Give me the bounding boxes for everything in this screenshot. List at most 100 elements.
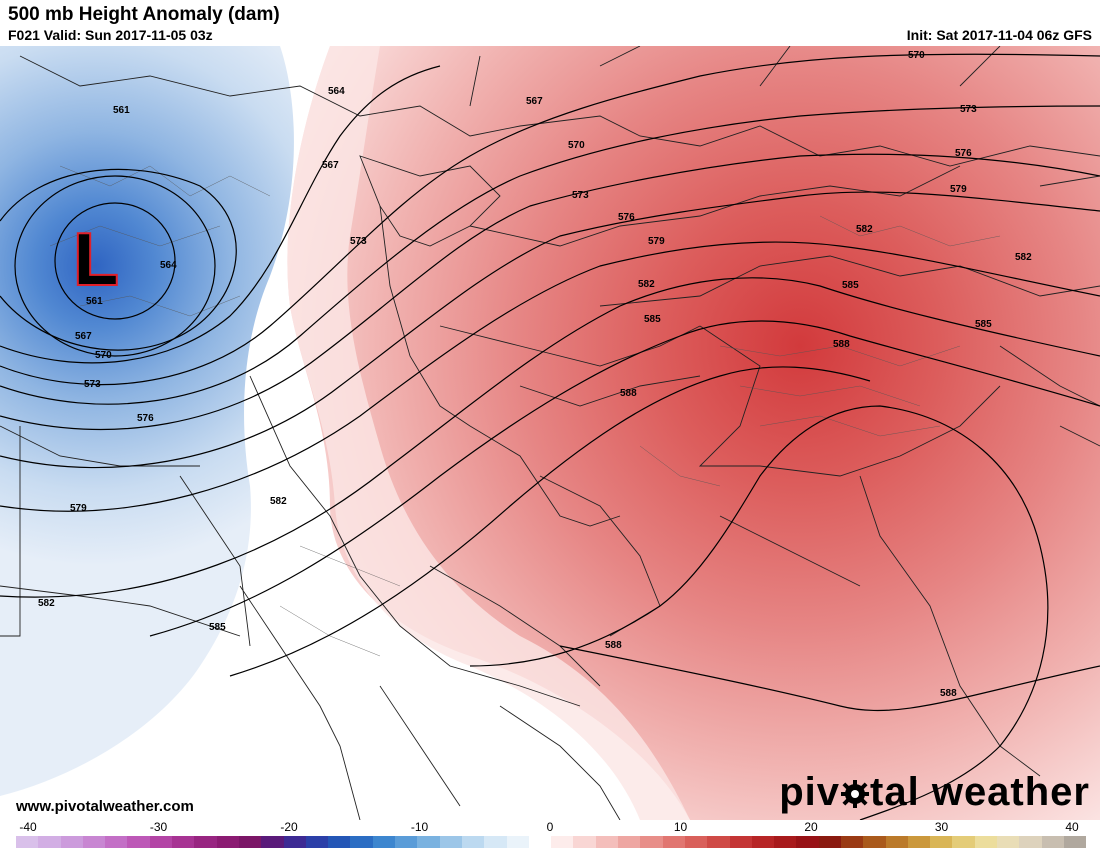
contour-label-579c: 579	[70, 503, 87, 514]
contour-label-561b: 561	[86, 296, 103, 307]
contour-label-588b: 588	[833, 339, 850, 350]
colorbar-swatch	[1063, 836, 1087, 848]
init-time: Init: Sat 2017-11-04 06z GFS	[906, 27, 1092, 43]
contour-label-576a: 576	[618, 212, 635, 223]
contour-label-585a: 585	[644, 314, 661, 325]
colorbar-swatch	[640, 836, 663, 848]
colorbar	[16, 836, 1087, 848]
negative-anomaly-field	[0, 46, 294, 796]
contour-label-576c: 576	[137, 413, 154, 424]
colorbar-swatch	[774, 836, 797, 848]
contour-label-567a: 567	[322, 160, 339, 171]
colorbar-swatch	[105, 836, 128, 848]
colorbar-swatch	[305, 836, 329, 848]
colorbar-swatch	[82, 836, 106, 848]
colorbar-swatch	[1041, 836, 1064, 848]
contour-label-570c: 570	[95, 350, 112, 361]
colorbar-swatch	[930, 836, 953, 848]
brand-text-right: tal weather	[870, 770, 1090, 814]
colorbar-tick-label: 20	[804, 820, 818, 834]
colorbar-swatch	[372, 836, 396, 848]
contour-label-582b: 582	[856, 224, 873, 235]
colorbar-swatch	[194, 836, 217, 848]
country-borders	[0, 46, 1100, 820]
contour-label-564b: 564	[160, 260, 177, 271]
colorbar-swatch	[261, 836, 284, 848]
contour-label-group: 561 561 564 564 567 567 567 570 570 570 …	[38, 50, 1032, 699]
colorbar-swatch	[907, 836, 931, 848]
colorbar-swatch	[238, 836, 262, 848]
contour-label-588d: 588	[940, 688, 957, 699]
colorbar-swatch	[484, 836, 507, 848]
contour-label-585b: 585	[842, 280, 859, 291]
low-pressure-marker: L	[74, 220, 118, 300]
colorbar-tick-label: 10	[673, 820, 688, 834]
contour-label-579a: 579	[648, 236, 665, 247]
colorbar-swatch	[796, 836, 819, 848]
gear-icon	[840, 770, 870, 815]
colorbar-labels: -40 -30 -20 -10 0 10 20 30 40	[0, 820, 1100, 834]
colorbar-swatch	[707, 836, 730, 848]
brand-logo: piv tal weather	[779, 770, 1090, 815]
contour-label-570a: 570	[568, 140, 585, 151]
contour-label-585d: 585	[209, 622, 226, 633]
colorbar-swatch	[618, 836, 641, 848]
colorbar-swatch	[528, 836, 552, 848]
colorbar-tick-label: -40	[19, 820, 37, 834]
contour-label-567b: 567	[526, 96, 543, 107]
colorbar-tick-label: -20	[280, 820, 298, 834]
colorbar-swatch	[729, 836, 752, 848]
header: 500 mb Height Anomaly (dam) F021 Valid: …	[0, 0, 1100, 46]
contour-label-567c: 567	[75, 331, 92, 342]
colorbar-tick-label: 30	[934, 820, 949, 834]
brand-text-left: piv	[779, 770, 841, 814]
contour-label-585c: 585	[975, 319, 992, 330]
colorbar-swatch	[952, 836, 975, 848]
website-link[interactable]: www.pivotalweather.com	[16, 798, 194, 815]
colorbar-swatch	[461, 836, 485, 848]
colorbar-swatch	[417, 836, 440, 848]
colorbar-tick-label: -30	[149, 820, 168, 834]
colorbar-swatch	[216, 836, 239, 848]
colorbar-swatch	[439, 836, 462, 848]
contour-label-573d: 573	[84, 379, 101, 390]
colorbar-swatch	[172, 836, 195, 848]
colorbar-swatch	[16, 836, 39, 848]
colorbar-swatch	[328, 836, 351, 848]
contour-label-588c: 588	[605, 640, 622, 651]
contour-label-582e: 582	[38, 598, 55, 609]
colorbar-swatch	[38, 836, 61, 848]
colorbar-swatch	[573, 836, 596, 848]
colorbar-tick-label: 0	[546, 820, 554, 834]
colorbar-swatch	[684, 836, 708, 848]
colorbar-swatch	[595, 836, 619, 848]
valid-time: F021 Valid: Sun 2017-11-05 03z	[8, 27, 213, 43]
weather-map[interactable]: 561 561 564 564 567 567 567 570 570 570 …	[0, 46, 1100, 820]
colorbar-swatch	[1019, 836, 1042, 848]
colorbar-swatch	[818, 836, 841, 848]
colorbar-swatch	[840, 836, 864, 848]
contour-label-573a: 573	[350, 236, 367, 247]
colorbar-swatch	[997, 836, 1020, 848]
colorbar-swatch	[149, 836, 173, 848]
colorbar-swatch	[662, 836, 685, 848]
colorbar-swatch	[350, 836, 373, 848]
colorbar-swatch	[60, 836, 83, 848]
height-contours	[0, 53, 1100, 820]
colorbar-tick-label: -10	[410, 820, 429, 834]
contour-label-564a: 564	[328, 86, 345, 97]
contour-label-561a: 561	[113, 105, 130, 116]
colorbar-swatch	[395, 836, 418, 848]
admin-borders	[49, 165, 1001, 657]
contour-label-579b: 579	[950, 184, 967, 195]
colorbar-swatch	[974, 836, 998, 848]
colorbar-swatch	[751, 836, 775, 848]
contour-label-576b: 576	[955, 148, 972, 159]
colorbar-swatch	[506, 836, 529, 848]
contour-label-582d: 582	[270, 496, 287, 507]
colorbar-swatch	[551, 836, 574, 848]
colorbar-swatch	[127, 836, 150, 848]
map-title: 500 mb Height Anomaly (dam)	[8, 4, 280, 25]
contour-label-582a: 582	[638, 279, 655, 290]
colorbar-tick-label: 40	[1065, 820, 1079, 834]
